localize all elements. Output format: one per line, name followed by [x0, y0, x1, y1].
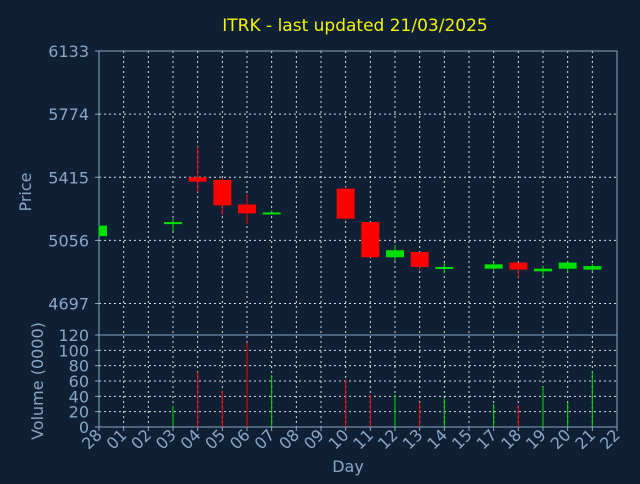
x-tick-label: 01 — [103, 425, 131, 453]
x-axis-title: Day — [332, 457, 364, 476]
volume-tick-label: 120 — [58, 326, 89, 345]
candle-body — [484, 264, 503, 269]
candle-body — [361, 222, 380, 258]
x-tick-label: 05 — [201, 425, 229, 453]
candle-body — [99, 225, 107, 237]
x-tick-label: 21 — [571, 425, 599, 453]
x-tick-label: 22 — [596, 425, 624, 453]
x-tick-label: 19 — [522, 425, 550, 453]
tick-labels: 6133577454155056469712010080604020028010… — [48, 42, 624, 453]
candle-body — [509, 262, 528, 270]
x-tick-label: 20 — [547, 425, 575, 453]
x-tick-label: 18 — [497, 425, 525, 453]
grid-layer — [99, 51, 617, 427]
volume-tick-label: 80 — [69, 357, 89, 376]
candle-body — [164, 222, 182, 225]
x-tick-label: 17 — [473, 425, 501, 453]
x-tick-label: 08 — [275, 425, 303, 453]
candle-body — [188, 177, 207, 182]
candlestick-series — [98, 146, 602, 278]
x-tick-label: 04 — [177, 425, 205, 453]
price-tick-label: 6133 — [48, 42, 89, 61]
x-tick-label: 13 — [399, 425, 427, 453]
volume-series — [172, 342, 593, 427]
price-tick-label: 5415 — [48, 168, 89, 187]
x-tick-label: 12 — [374, 425, 402, 453]
candle-body — [435, 266, 454, 269]
price-tick-label: 5774 — [48, 105, 89, 124]
price-axis-title: Price — [16, 172, 35, 211]
candle-body — [336, 188, 355, 219]
x-tick-label: 03 — [152, 425, 180, 453]
volume-tick-label: 100 — [58, 341, 89, 360]
volume-axis-title: Volume (0000) — [28, 322, 47, 440]
price-tick-label: 4697 — [48, 295, 89, 314]
candle-body — [386, 250, 404, 258]
candle-body — [262, 212, 281, 215]
volume-tick-label: 0 — [79, 418, 89, 437]
candle-body — [583, 266, 602, 270]
x-tick-label: 02 — [127, 425, 155, 453]
x-tick-label: 09 — [300, 425, 328, 453]
x-tick-label: 14 — [423, 425, 451, 453]
x-tick-label: 06 — [226, 425, 254, 453]
price-panel-frame — [98, 50, 618, 336]
volume-tick-label: 40 — [69, 387, 89, 406]
axes-frame — [98, 50, 618, 428]
candle-body — [558, 262, 577, 269]
volume-tick-label: 60 — [69, 372, 89, 391]
candle-body — [410, 251, 429, 267]
candle-body — [534, 268, 552, 272]
volume-tick-label: 20 — [69, 403, 89, 422]
x-tick-label: 11 — [349, 425, 377, 453]
candle-body — [213, 179, 232, 206]
candle-body — [238, 204, 256, 214]
x-tick-label: 15 — [448, 425, 476, 453]
price-tick-label: 5056 — [48, 231, 89, 250]
x-tick-label: 10 — [325, 425, 353, 453]
chart-title: ITRK - last updated 21/03/2025 — [222, 16, 487, 36]
x-tick-label: 07 — [251, 425, 279, 453]
